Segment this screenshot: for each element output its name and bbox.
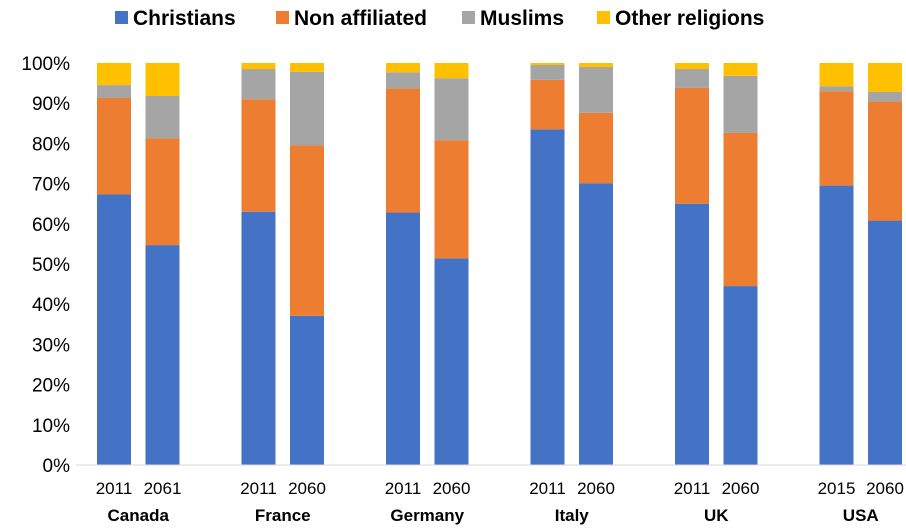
- y-tick-label: 30%: [32, 335, 70, 356]
- bars: [97, 63, 902, 466]
- bar-segment: [241, 211, 276, 465]
- bar-segment: [675, 63, 709, 70]
- bar-segment: [530, 63, 565, 66]
- y-tick-label: 70%: [32, 175, 70, 196]
- x-group-country: UK: [704, 506, 729, 525]
- legend-swatch: [462, 11, 475, 24]
- bar-segment: [290, 71, 324, 146]
- y-tick-label: 10%: [32, 416, 70, 437]
- bar-segment: [434, 63, 469, 79]
- bar-segment: [723, 286, 758, 465]
- bar-segment: [579, 63, 613, 68]
- x-tick-year: 2060: [577, 479, 615, 498]
- y-tick-label: 60%: [32, 215, 70, 236]
- x-group-country: France: [255, 506, 311, 525]
- bar-segment: [434, 258, 469, 465]
- bar-segment: [819, 63, 854, 87]
- x-tick-year: 2060: [722, 479, 760, 498]
- bar-segment: [145, 245, 180, 465]
- bar-segment: [819, 91, 854, 186]
- y-tick-label: 20%: [32, 376, 70, 397]
- legend-label: Other religions: [615, 7, 764, 30]
- bar-segment: [819, 185, 854, 466]
- y-tick-label: 90%: [32, 94, 70, 115]
- bar-segment: [819, 86, 854, 92]
- bar-segment: [868, 220, 902, 465]
- x-group-country: USA: [843, 506, 879, 525]
- bar-segment: [97, 194, 131, 466]
- bar-segment: [868, 91, 902, 102]
- x-tick-year: 2011: [240, 479, 277, 498]
- bar-segment: [241, 99, 276, 212]
- y-tick-label: 100%: [21, 54, 70, 75]
- bar-segment: [579, 183, 613, 465]
- legend-swatch: [276, 11, 289, 24]
- y-tick-label: 40%: [32, 295, 70, 316]
- legend-label: Non affiliated: [294, 7, 427, 30]
- x-axis-labels: 2011 2061 Canada 2011 2060 France 2011 2060 Germ…: [96, 479, 904, 525]
- bar-segment: [530, 79, 565, 130]
- bar-segment: [145, 95, 180, 139]
- bar-segment: [386, 212, 420, 465]
- bar-segment: [97, 97, 131, 195]
- legend-label: Christians: [133, 7, 236, 30]
- bar-segment: [579, 67, 613, 113]
- bar-segment: [530, 65, 565, 80]
- x-group-country: Canada: [108, 506, 170, 525]
- legend-swatch: [597, 11, 610, 24]
- bar-segment: [97, 63, 131, 86]
- bar-segment: [290, 63, 324, 72]
- bar-segment: [579, 112, 613, 184]
- bar-segment: [868, 101, 902, 221]
- bar-segment: [145, 63, 180, 96]
- bar-segment: [675, 203, 709, 465]
- bar-segment: [723, 75, 758, 133]
- y-tick-label: 50%: [32, 255, 70, 276]
- bar-segment: [386, 88, 420, 213]
- bar-segment: [434, 140, 469, 259]
- bar-segment: [675, 69, 709, 88]
- x-tick-year: 2015: [818, 479, 856, 498]
- x-group-country: Germany: [390, 506, 464, 525]
- bar-segment: [675, 87, 709, 204]
- bar-segment: [434, 78, 469, 141]
- bar-segment: [241, 63, 276, 70]
- bar-segment: [145, 138, 180, 246]
- x-tick-year: 2060: [866, 479, 904, 498]
- x-tick-year: 2061: [144, 479, 182, 498]
- y-tick-label: 80%: [32, 134, 70, 155]
- bar-segment: [290, 145, 324, 316]
- bar-segment: [97, 85, 131, 98]
- legend-swatch: [115, 11, 128, 24]
- x-tick-year: 2060: [288, 479, 326, 498]
- y-axis: 0% 10% 20% 30% 40% 50% 60% 70% 80% 90% 100%: [21, 54, 70, 477]
- bar-segment: [386, 72, 420, 89]
- legend-label: Muslims: [480, 7, 564, 30]
- y-tick-label: 0%: [43, 456, 71, 477]
- legend: Christians Non affiliated Muslims Other rel…: [115, 7, 764, 30]
- x-tick-year: 2011: [674, 479, 711, 498]
- bar-segment: [530, 129, 565, 465]
- bar-segment: [290, 315, 324, 465]
- bar-segment: [386, 63, 420, 73]
- x-group-country: Italy: [555, 506, 590, 525]
- x-tick-year: 2011: [96, 479, 133, 498]
- bar-segment: [241, 69, 276, 100]
- bar-segment: [723, 132, 758, 287]
- x-tick-year: 2011: [385, 479, 422, 498]
- x-tick-year: 2011: [529, 479, 566, 498]
- bar-segment: [723, 63, 758, 76]
- bar-segment: [868, 63, 902, 92]
- x-tick-year: 2060: [433, 479, 471, 498]
